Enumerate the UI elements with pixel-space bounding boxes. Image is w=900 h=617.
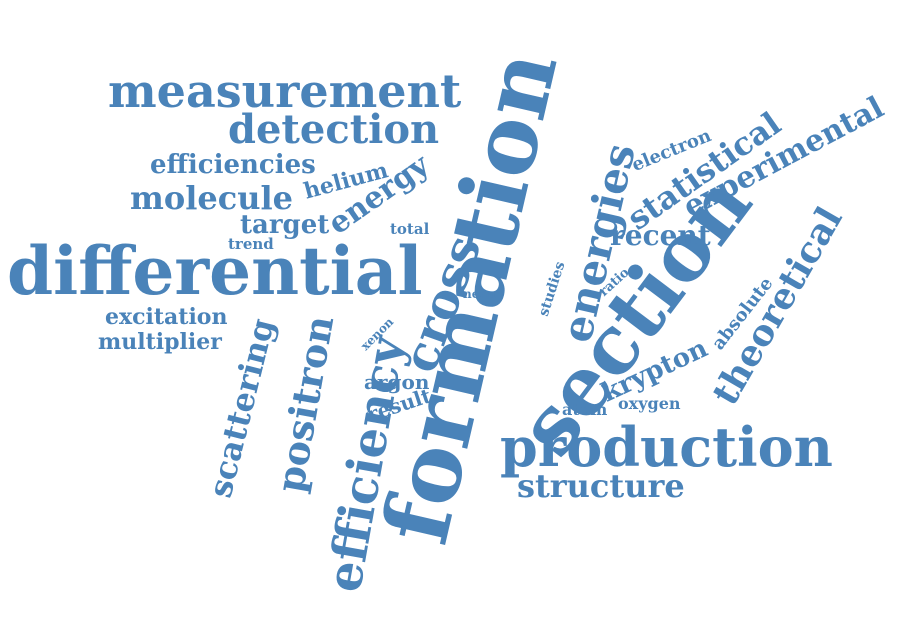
word-target: target [240,210,330,240]
word-neon: neon [463,287,497,301]
word-measurement: measurement [108,64,462,118]
word-total: total [390,220,430,238]
word-differential: differential [7,232,423,310]
word-argon: argon [364,370,430,394]
word-oxygen: oxygen [618,394,681,413]
word-atom: atom [562,400,608,419]
word-positron: positron [267,312,343,496]
word-detection: detection [228,106,440,153]
word-multiplier: multiplier [98,329,222,355]
word-structure: structure [517,467,685,505]
word-efficiencies: efficiencies [150,150,316,180]
word-excitation: excitation [105,304,228,330]
word-trend: trend [228,235,274,253]
word-recent: recent [610,219,711,252]
word-molecule: molecule [130,179,293,217]
word-production: production [500,415,833,479]
